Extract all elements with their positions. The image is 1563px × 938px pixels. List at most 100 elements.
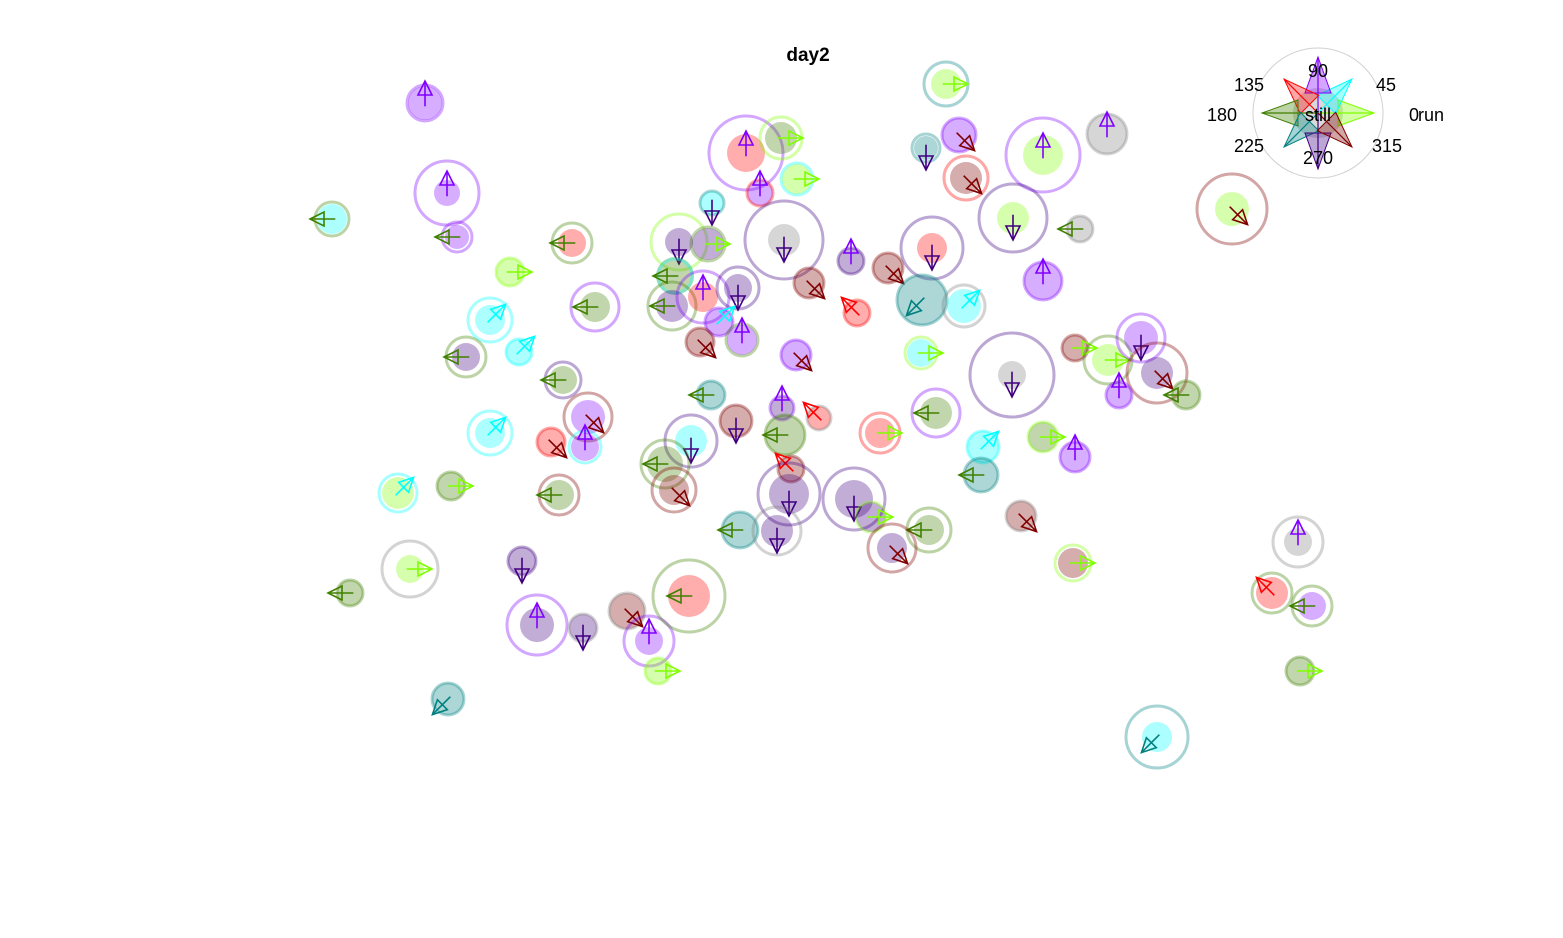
direction-arrow-shaft	[961, 289, 981, 309]
direction-arrow-shaft	[395, 476, 415, 496]
data-point	[504, 335, 536, 367]
direction-arrow-head	[665, 662, 682, 680]
data-point	[1195, 172, 1269, 246]
direction-arrow-head	[438, 169, 456, 186]
data-point	[689, 225, 732, 263]
direction-arrow-head	[808, 282, 826, 300]
point-ring	[1004, 116, 1082, 194]
data-point	[1004, 116, 1082, 194]
direction-arrow-head	[571, 298, 588, 316]
data-point	[779, 161, 821, 197]
direction-arrow-head	[548, 234, 565, 252]
markers-layer	[308, 60, 1334, 770]
data-point	[821, 466, 887, 532]
data-point	[1060, 333, 1099, 363]
data-point	[957, 456, 1000, 494]
direction-arrow-head	[840, 296, 858, 314]
data-point	[539, 360, 583, 400]
direction-arrow-head	[535, 486, 552, 504]
point-ring	[842, 298, 872, 328]
direction-arrow-shaft	[806, 280, 826, 300]
point-ring	[380, 539, 440, 599]
point-ring	[430, 681, 466, 717]
data-point	[687, 379, 727, 411]
direction-arrow-head	[1034, 131, 1052, 148]
direction-arrow-head	[1132, 345, 1150, 362]
direction-arrow-head	[923, 255, 941, 272]
data-point	[1085, 110, 1129, 156]
data-point	[308, 200, 351, 238]
data-point	[1104, 371, 1134, 410]
data-point	[433, 220, 474, 254]
data-point	[1124, 704, 1190, 770]
legend-wedge	[1337, 99, 1376, 127]
point-ring	[756, 461, 822, 527]
legend-wedge	[1304, 55, 1332, 94]
direction-arrow-head	[751, 169, 769, 186]
direction-arrow-head	[761, 426, 778, 444]
direction-arrow-head	[982, 430, 1000, 448]
data-point	[761, 413, 807, 457]
data-point	[643, 656, 682, 686]
data-point	[413, 159, 481, 227]
point-ring	[1115, 312, 1167, 364]
legend-wedge-line	[1283, 78, 1319, 114]
legend-wedge-line	[1317, 78, 1353, 114]
data-point	[607, 591, 647, 631]
direction-arrow-head	[1288, 597, 1305, 615]
direction-arrow-head	[699, 341, 717, 359]
direction-arrow-shaft	[671, 487, 691, 507]
legend-label: 0	[1409, 105, 1419, 125]
legend-wedge	[1304, 132, 1332, 171]
direction-arrow-head	[687, 386, 704, 404]
direction-arrow-head	[576, 423, 594, 440]
data-point	[715, 265, 761, 312]
point-ring	[569, 281, 621, 333]
data-point	[792, 266, 826, 300]
direction-arrow-head	[648, 297, 665, 315]
direction-arrow-shaft	[980, 430, 1000, 450]
direction-arrow-shaft	[885, 265, 905, 285]
legend-label: 225	[1234, 136, 1264, 156]
direction-arrow-head	[433, 228, 450, 246]
data-point	[977, 182, 1049, 254]
direction-arrow-head	[1307, 662, 1324, 680]
point-ring	[1271, 515, 1325, 569]
legend-wedge	[1260, 99, 1299, 127]
data-point	[871, 251, 905, 285]
point-ring	[792, 266, 826, 300]
point-ring	[466, 296, 514, 344]
point-ring	[622, 614, 676, 668]
point-ring	[707, 114, 785, 192]
direction-arrow-head	[528, 601, 546, 618]
data-point	[506, 545, 538, 585]
direction-arrow-head	[682, 448, 700, 465]
point-ring	[639, 438, 691, 490]
data-point	[535, 473, 581, 517]
data-point	[903, 335, 945, 371]
direction-arrow-head	[587, 416, 605, 434]
direction-arrow-head	[539, 371, 556, 389]
data-point	[1284, 655, 1324, 687]
direction-arrow-head	[431, 698, 449, 716]
legend-wedge	[1316, 78, 1353, 115]
direction-arrow-head	[694, 273, 712, 290]
legend-label: 270	[1303, 148, 1333, 168]
legend-wedge	[1283, 78, 1320, 115]
direction-arrow-head	[665, 587, 682, 605]
data-point	[1115, 312, 1167, 364]
point-ring	[413, 159, 481, 227]
direction-arrow-head	[804, 170, 821, 188]
data-point	[899, 215, 965, 281]
direction-arrow-head	[458, 477, 475, 495]
direction-arrow-shaft	[487, 303, 507, 323]
direction-arrow-head	[768, 538, 786, 555]
point-ring	[663, 413, 719, 469]
direction-arrow-head	[965, 177, 983, 195]
direction-arrow-head	[1004, 225, 1022, 242]
point-ring	[871, 251, 905, 285]
direction-arrow-head	[842, 237, 860, 254]
legend-wedge	[1283, 111, 1320, 148]
direction-arrow-shaft	[487, 416, 507, 436]
point-ring	[1195, 172, 1269, 246]
